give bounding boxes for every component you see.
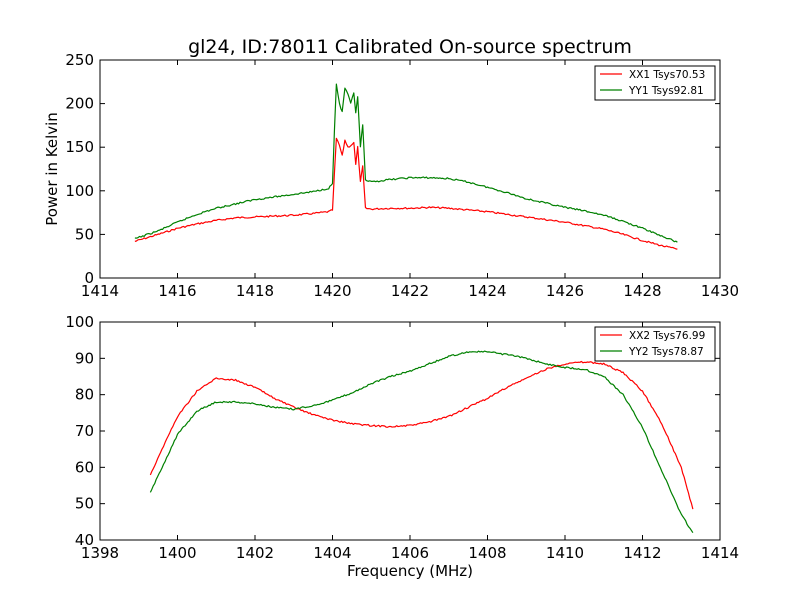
bottom-x-tick-label: 1406: [391, 544, 429, 562]
bottom-x-tick-label: 1410: [546, 544, 584, 562]
bottom-x-tick-label: 1414: [701, 544, 739, 562]
top-x-tick-label: 1424: [468, 282, 506, 300]
bottom-y-tick-label: 60: [75, 458, 94, 476]
bottom-y-tick-label: 80: [75, 386, 94, 404]
top-series-line-xx1: [134, 137, 678, 250]
top-y-axis-label: Power in Kelvin: [43, 112, 61, 226]
top-y-tick-label: 150: [65, 138, 94, 156]
top-y-tick-label: 250: [65, 51, 94, 69]
top-subplot: 1414 1416 1418 1420 1422 1424 1426 1428 1430 0 50 1…: [43, 51, 739, 300]
top-x-tick-label: 1414: [81, 282, 119, 300]
bottom-x-tick-label: 1408: [468, 544, 506, 562]
bottom-x-tick-label: 1400: [158, 544, 196, 562]
top-x-tick-label: 1420: [313, 282, 351, 300]
top-x-tick-label: 1422: [391, 282, 429, 300]
bottom-subplot: 1398 1400 1402 1404 1406 1408 1410 1412 1414 40 50…: [65, 313, 739, 580]
bottom-plot-area: [149, 350, 694, 534]
top-y-tick-label: 200: [65, 95, 94, 113]
bottom-x-tick-label: 1412: [623, 544, 661, 562]
top-y-tick-label: 100: [65, 182, 94, 200]
bottom-y-tick-label: 40: [75, 531, 94, 549]
top-x-tick-label: 1428: [623, 282, 661, 300]
top-y-tick-label: 0: [84, 269, 94, 287]
top-x-tick-label: 1426: [546, 282, 584, 300]
bottom-y-tick-label: 50: [75, 495, 94, 513]
top-x-tick-label: 1418: [236, 282, 274, 300]
top-legend-box: [594, 65, 716, 101]
top-x-tick-label: 1416: [158, 282, 196, 300]
bottom-x-tick-label: 1404: [313, 544, 351, 562]
bottom-axis-ticks: 1398 1400 1402 1404 1406 1408 1410 1412 1414 40 50…: [65, 313, 739, 562]
figure-title: gl24, ID:78011 Calibrated On-source spec…: [188, 36, 632, 58]
bottom-x-tick-label: 1398: [81, 544, 119, 562]
top-legend: XX1 Tsys70.53 YY1 Tsys92.81: [594, 65, 716, 101]
legend-label-xx2: XX2 Tsys76.99: [629, 330, 705, 342]
bottom-y-tick-label: 70: [75, 422, 94, 440]
top-axis-ticks: 1414 1416 1418 1420 1422 1424 1426 1428 1430 0 50 1…: [65, 51, 739, 300]
bottom-x-axis-label: Frequency (MHz): [347, 562, 473, 580]
bottom-series-line-xx2: [149, 360, 694, 510]
legend-label-yy2: YY2 Tsys78.87: [628, 346, 704, 358]
bottom-y-tick-label: 100: [65, 313, 94, 331]
legend-label-yy1: YY1 Tsys92.81: [628, 85, 704, 97]
bottom-x-tick-label: 1402: [236, 544, 274, 562]
top-plot-area: [134, 83, 678, 250]
top-series-line-yy1: [134, 83, 678, 243]
bottom-legend-box: [594, 326, 716, 362]
bottom-legend: XX2 Tsys76.99 YY2 Tsys78.87: [594, 326, 716, 362]
legend-label-xx1: XX1 Tsys70.53: [629, 69, 705, 81]
top-x-tick-label: 1430: [701, 282, 739, 300]
bottom-series-line-yy2: [149, 350, 694, 534]
bottom-y-tick-label: 90: [75, 349, 94, 367]
top-y-tick-label: 50: [75, 225, 94, 243]
